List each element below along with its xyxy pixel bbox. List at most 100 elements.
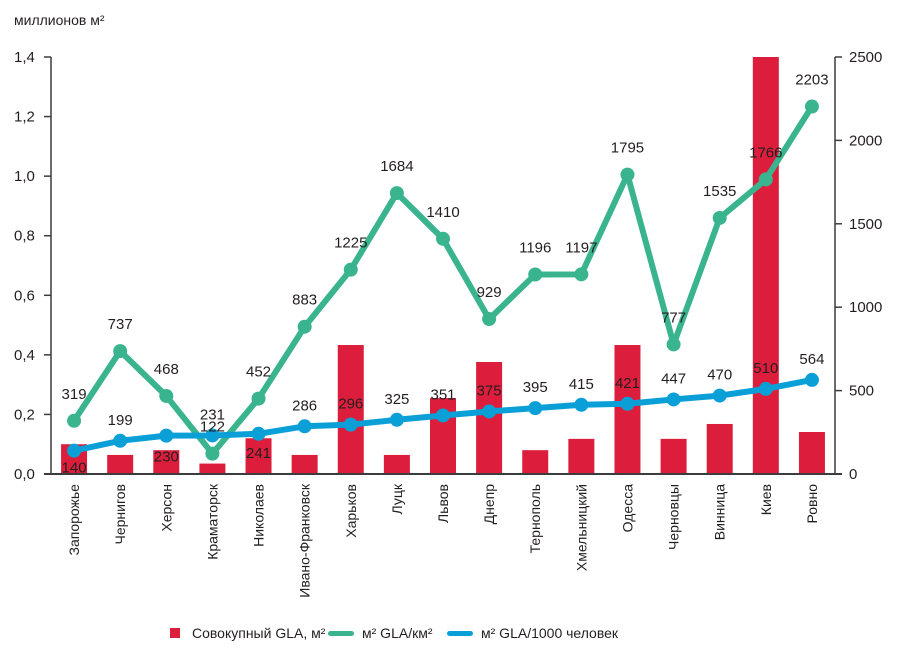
right-tick-label: 2500 [849,49,882,66]
legend-item-gla-per-1000: м² GLA/1000 человек [447,625,618,641]
left-tick-label: 0,0 [14,466,35,483]
bar-13 [660,438,687,474]
point-gla-per-1000-0 [67,443,82,458]
point-gla-per-1000-15 [758,381,773,396]
point-gla-per-km2-13 [666,337,681,352]
legend-item-total-gla: Совокупный GLA, м² [170,625,325,641]
point-gla-per-km2-0 [67,413,82,428]
legend: Совокупный GLA, м² м² GLA/км² м² GLA/100… [0,625,900,649]
data-label-gla-per-km2: 122 [200,419,225,436]
left-tick-label: 1,0 [14,168,35,185]
point-gla-per-km2-5 [297,319,312,334]
category-label: Чернигов [112,484,128,544]
data-label-gla-per-1000: 286 [292,397,317,414]
data-label-gla-per-km2: 452 [246,364,271,381]
data-label-gla-per-1000: 564 [799,351,824,368]
data-label-gla-per-km2: 777 [661,309,686,326]
point-gla-per-km2-7 [389,186,404,201]
category-label: Тернополь [527,484,543,553]
category-label: Ивано-Франковск [297,483,313,598]
data-label-gla-per-km2: 1766 [749,144,782,161]
bar-3 [199,463,226,474]
right-tick-label: 1500 [849,216,882,233]
point-gla-per-1000-7 [389,412,404,427]
legend-label: Совокупный GLA, м² [192,625,326,641]
point-gla-per-1000-5 [297,419,312,434]
data-label-gla-per-1000: 470 [707,367,732,384]
point-gla-per-1000-8 [436,408,450,423]
data-label-gla-per-km2: 883 [292,292,317,309]
point-gla-per-km2-16 [804,99,819,114]
bar-5 [291,454,318,474]
lines-group [67,99,819,461]
data-label-gla-per-km2: 929 [477,284,502,301]
left-axis-unit-label: миллионов м² [14,12,105,28]
bar-14 [706,423,733,474]
data-label-gla-per-km2: 1225 [334,235,367,252]
data-label-gla-per-1000: 415 [569,376,594,393]
labels-group: 319 737 468 122 452 883 1225 1684 1410 929 1196 119… [62,72,829,477]
legend-label: м² GLA/1000 человек [481,625,619,641]
category-label: Киев [758,484,774,515]
bar-16 [798,432,825,474]
data-label-gla-per-1000: 296 [338,396,363,413]
point-gla-per-1000-1 [113,433,128,448]
data-label-gla-per-1000: 447 [661,370,686,387]
category-label: Ровно [804,484,820,524]
data-label-gla-per-km2: 468 [154,361,179,378]
point-gla-per-km2-4 [251,391,266,406]
right-tick-label: 0 [849,466,857,483]
point-gla-per-1000-6 [343,417,358,432]
bar-7 [383,454,410,474]
left-tick-label: 0,6 [14,287,35,304]
category-label: Черновцы [666,484,682,550]
point-gla-per-1000-12 [620,396,635,411]
data-label-gla-per-km2: 1795 [611,140,644,157]
category-label: Винница [712,484,728,540]
bar-2 [153,450,180,474]
point-gla-per-km2-8 [436,231,450,246]
point-gla-per-1000-11 [574,397,589,412]
point-gla-per-km2-9 [482,312,497,327]
data-label-gla-per-km2: 737 [108,316,133,333]
legend-item-gla-per-km2: м² GLA/км² [328,625,433,641]
data-label-gla-per-1000: 421 [615,375,640,392]
point-gla-per-1000-3 [205,428,220,443]
point-gla-per-1000-14 [712,388,727,403]
data-label-gla-per-km2: 319 [62,386,87,403]
data-label-gla-per-km2: 1410 [426,204,459,221]
right-tick-label: 1000 [849,299,882,316]
point-gla-per-km2-3 [205,446,220,461]
data-label-gla-per-1000: 230 [154,449,179,466]
data-label-gla-per-1000: 325 [384,391,409,408]
axes-group: 0,0 0,2 0,4 0,6 0,8 1,0 1,2 1,4 0 500 1000 1500 2000… [14,49,882,598]
category-label: Днепр [481,484,497,525]
data-label-gla-per-1000: 510 [753,360,778,377]
category-label: Харьков [343,484,359,538]
category-label: Хмельницкий [573,484,589,571]
bar-11 [568,438,595,474]
point-gla-per-1000-10 [528,401,543,416]
category-label: Одесса [619,484,635,533]
data-label-gla-per-1000: 140 [62,460,87,477]
data-label-gla-per-km2: 1684 [380,158,413,175]
point-gla-per-1000-4 [251,426,266,441]
data-label-gla-per-km2: 1196 [519,240,551,257]
point-gla-per-km2-11 [574,267,589,282]
bar-1 [107,454,134,474]
category-label: Краматорск [204,483,220,560]
data-label-gla-per-km2: 2203 [795,72,828,89]
left-tick-label: 0,2 [14,406,35,423]
legend-label: м² GLA/км² [362,625,433,641]
point-gla-per-km2-14 [712,210,727,225]
point-gla-per-1000-2 [159,428,174,443]
point-gla-per-km2-12 [620,167,635,182]
category-label: Запорожье [66,484,82,556]
left-tick-label: 1,4 [14,49,35,66]
category-label: Луцк [389,483,405,514]
bar-4 [245,438,272,474]
point-gla-per-km2-2 [159,388,174,403]
legend-swatch-line [328,630,354,636]
right-tick-label: 500 [849,383,874,400]
right-tick-label: 2000 [849,132,882,149]
